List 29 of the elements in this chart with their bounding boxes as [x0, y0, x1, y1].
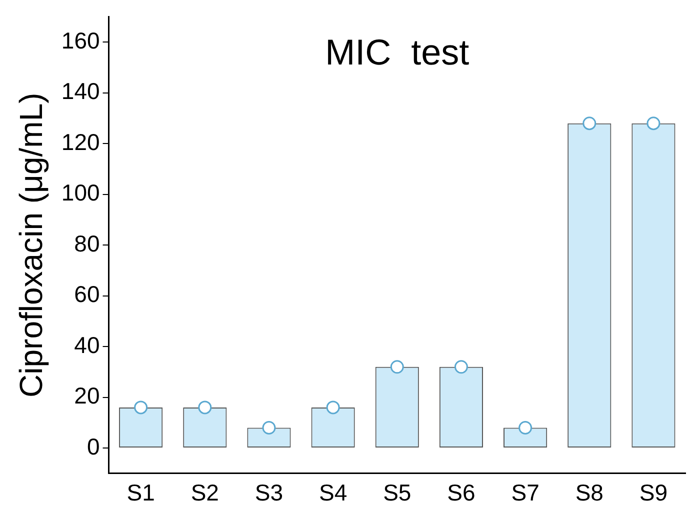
point: [582, 116, 596, 130]
y-tick-label: 20: [74, 382, 100, 409]
point: [390, 360, 404, 374]
x-tick-label: S2: [190, 480, 219, 506]
y-tick-label: 160: [61, 28, 100, 54]
chart-title: MIC test: [325, 32, 470, 73]
x-tick-label: S7: [511, 480, 540, 506]
x-tick-label: S3: [254, 480, 284, 506]
x-tick-label: S9: [639, 480, 668, 506]
x-tick-label: S5: [383, 480, 412, 506]
x-tick-label: S6: [447, 480, 476, 506]
point: [198, 400, 212, 414]
x-tick-label: S8: [575, 480, 604, 506]
x-tick-label: S1: [126, 480, 155, 506]
y-tick-label: 60: [74, 281, 100, 308]
y-axis-title: Ciprofloxacin (μg/mL): [13, 92, 50, 398]
x-tick-label: S4: [318, 480, 348, 506]
y-tick-label: 120: [61, 128, 100, 155]
y-tick-label: 100: [61, 180, 100, 206]
y-tick-label: 80: [74, 230, 100, 256]
point: [454, 360, 468, 374]
point: [134, 400, 148, 414]
point: [518, 420, 532, 434]
y-tick-label: 140: [61, 78, 100, 104]
point: [262, 420, 276, 434]
point: [646, 116, 660, 130]
y-tick-label: 40: [74, 332, 100, 358]
point: [326, 400, 340, 414]
y-tick-label: 0: [86, 433, 100, 460]
